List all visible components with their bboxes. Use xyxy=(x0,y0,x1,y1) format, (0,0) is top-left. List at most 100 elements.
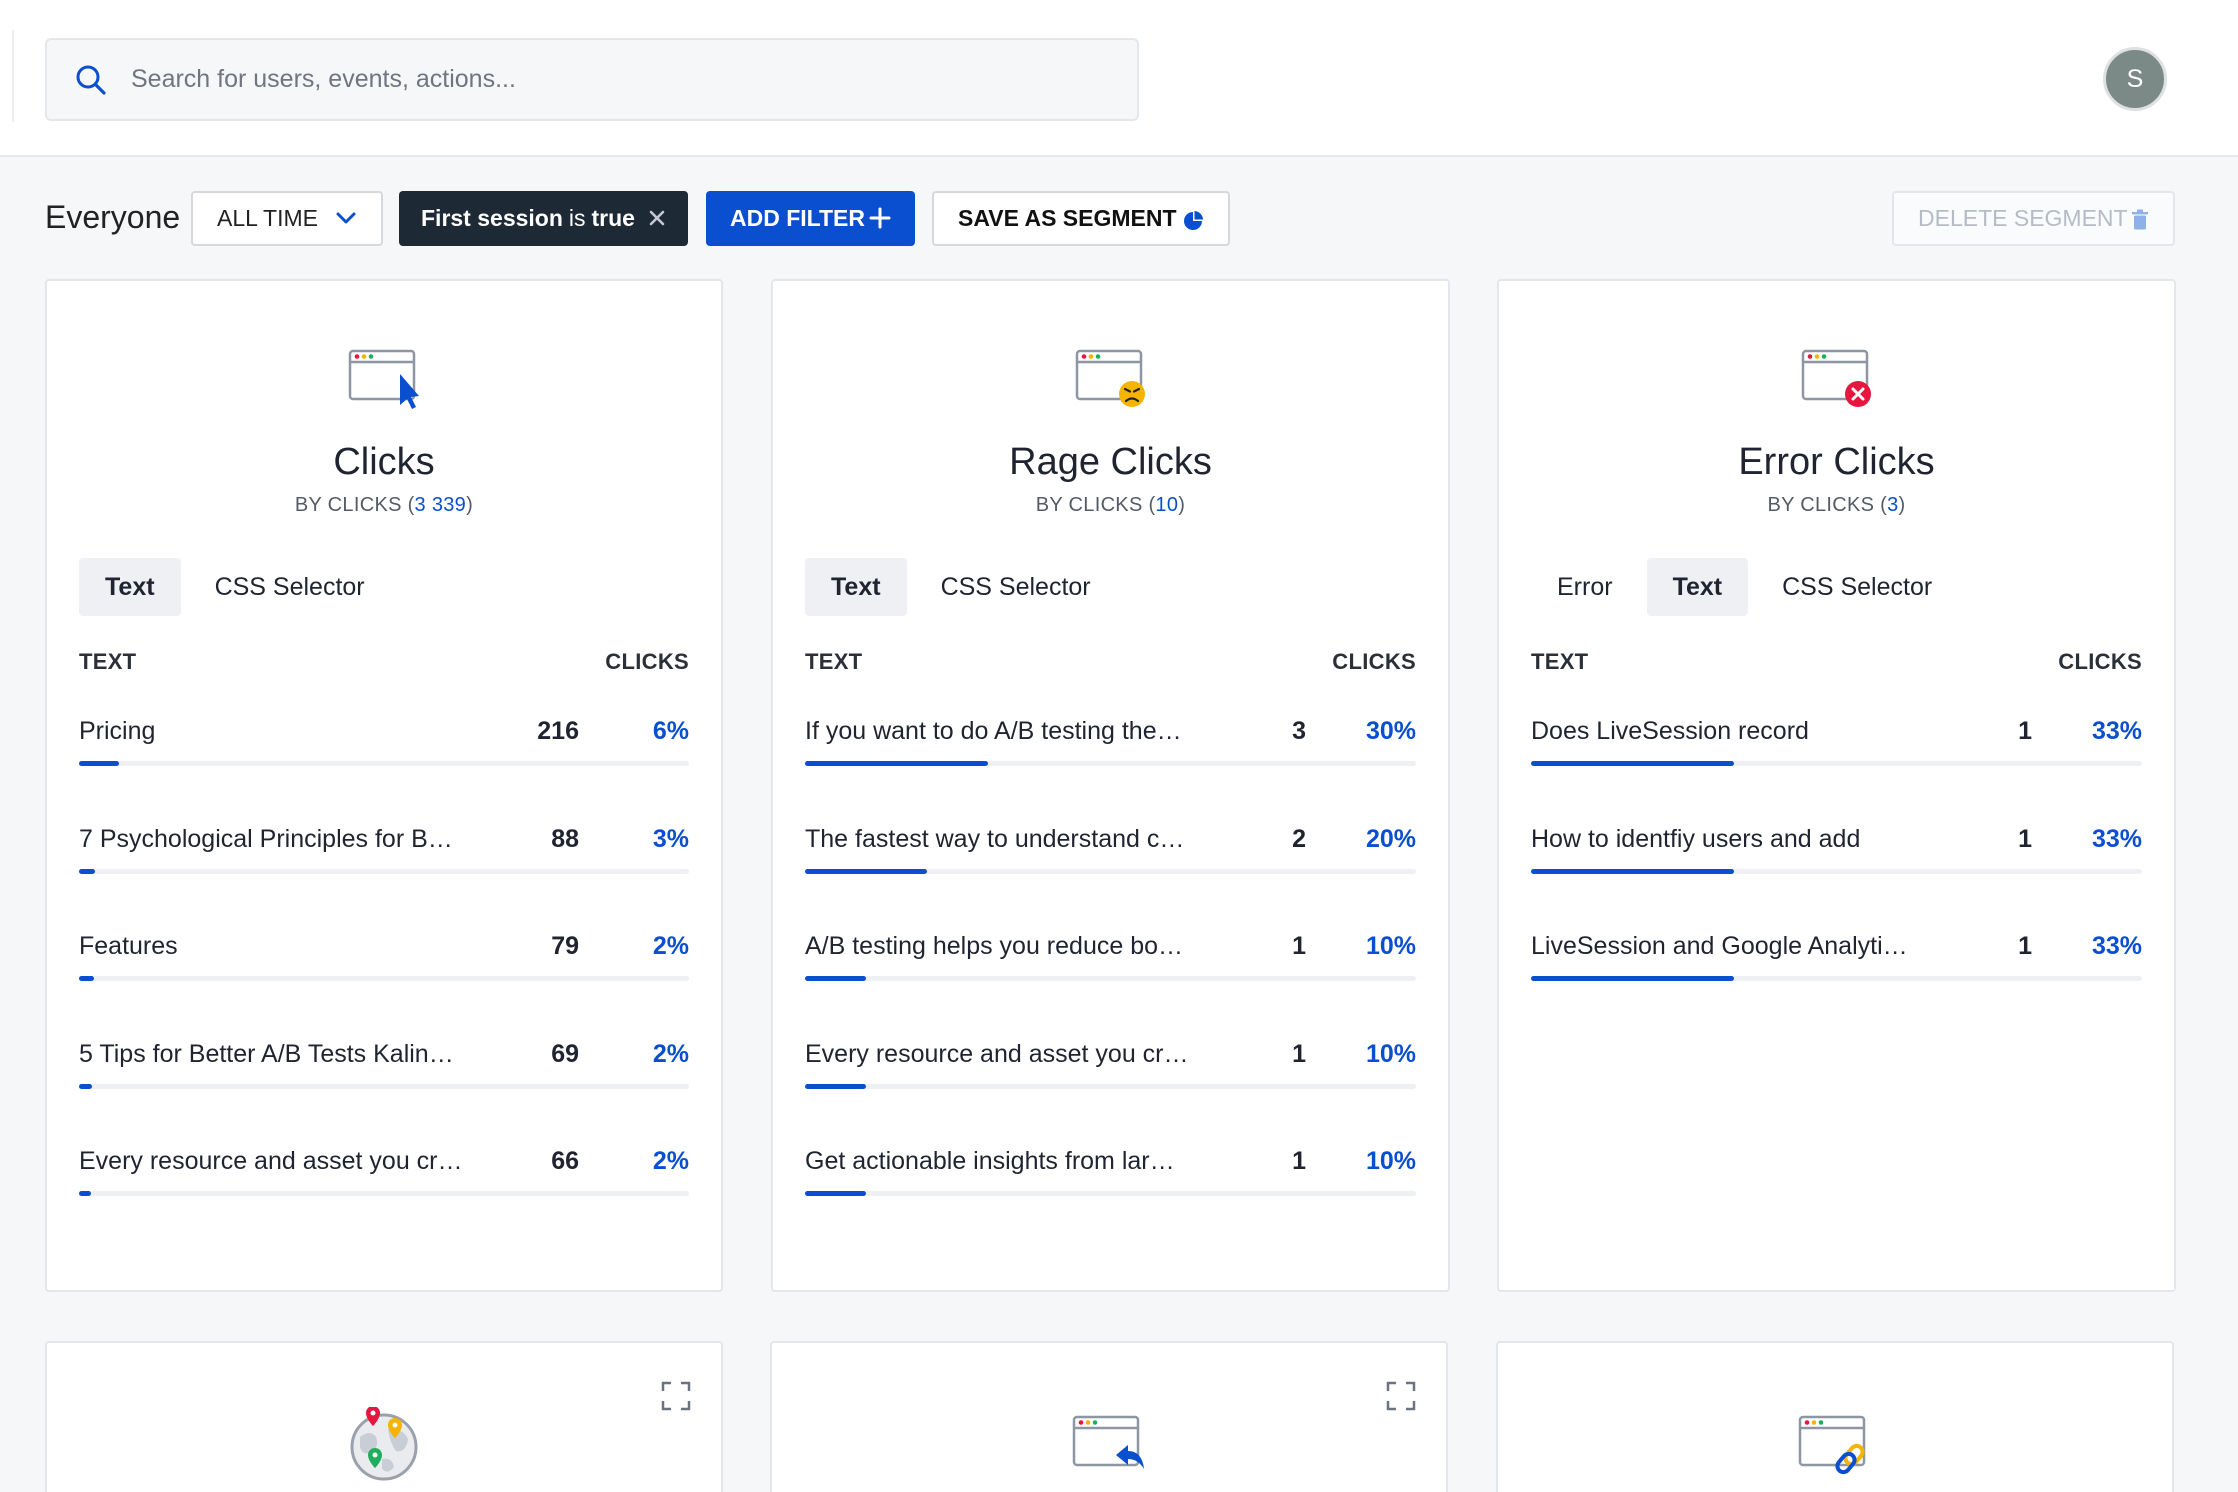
card-hero xyxy=(772,1415,1446,1475)
sidebar-edge xyxy=(12,30,14,122)
filter-chip[interactable]: First session is true xyxy=(399,191,688,246)
row-label: Get actionable insights from lar… xyxy=(805,1147,1175,1175)
tab-css-selector[interactable]: CSS Selector xyxy=(1782,572,1933,601)
row-percent: 10% xyxy=(1365,1147,1416,1175)
row-label: A/B testing helps you reduce bo… xyxy=(805,932,1184,960)
row-label: LiveSession and Google Analyti… xyxy=(1531,932,1908,960)
progress-fill xyxy=(79,976,94,981)
table-row[interactable]: 7 Psychological Principles for B… 88 3% xyxy=(79,825,689,933)
row-label: Pricing xyxy=(79,717,156,745)
table-row[interactable]: Pricing 216 6% xyxy=(79,717,689,825)
progress-track xyxy=(805,1083,1416,1089)
table-row[interactable]: LiveSession and Google Analyti… 1 33% xyxy=(1531,932,2142,1040)
expand-icon[interactable] xyxy=(1386,1381,1416,1411)
expand-icon[interactable] xyxy=(661,1381,691,1411)
avatar[interactable]: S xyxy=(2103,47,2167,111)
time-range-dropdown[interactable]: ALL TIME xyxy=(191,191,383,246)
row-label: Every resource and asset you cr… xyxy=(805,1039,1189,1068)
avatar-letter: S xyxy=(2126,64,2144,93)
table-row[interactable]: How to identfiy users and add 1 33% xyxy=(1531,825,2142,933)
row-label: How to identfiy users and add xyxy=(1531,824,1861,853)
column-text-header: TEXT xyxy=(1531,649,1589,674)
close-icon[interactable] xyxy=(648,209,666,227)
filter-chip-value: true xyxy=(591,205,635,231)
trash-icon xyxy=(2132,209,2148,230)
back-button-card xyxy=(770,1341,1448,1492)
row-percent: 2% xyxy=(652,1039,689,1068)
table-row[interactable]: Every resource and asset you cr… 66 2% xyxy=(79,1147,689,1255)
row-count: 1 xyxy=(1292,1147,1306,1175)
progress-track xyxy=(79,761,689,766)
row-count: 2 xyxy=(1292,824,1306,853)
card-tabs: Text CSS Selector xyxy=(805,558,1117,616)
total-clicks: 10 xyxy=(1155,494,1179,516)
tab-css-selector[interactable]: CSS Selector xyxy=(214,572,365,601)
table-row[interactable]: Does LiveSession record 1 33% xyxy=(1531,717,2142,825)
map-card xyxy=(45,1341,723,1492)
table-row[interactable]: If you want to do A/B testing the… 3 30% xyxy=(805,717,1416,825)
row-count: 69 xyxy=(551,1039,579,1068)
search-box[interactable] xyxy=(45,38,1139,121)
card-hero xyxy=(47,349,721,409)
table-row[interactable]: Every resource and asset you cr… 1 10% xyxy=(805,1040,1416,1148)
browser-back-arrow-icon xyxy=(1072,1415,1144,1469)
row-count: 66 xyxy=(551,1147,579,1175)
tab-text[interactable]: Text xyxy=(1646,558,1749,616)
progress-fill xyxy=(805,976,867,981)
column-clicks-header: CLICKS xyxy=(1332,649,1416,674)
table-row[interactable]: 5 Tips for Better A/B Tests Kalin… 69 2% xyxy=(79,1040,689,1148)
row-percent: 33% xyxy=(2091,932,2142,960)
tab-error[interactable]: Error xyxy=(1557,572,1613,601)
total-clicks: 3 xyxy=(1887,494,1899,516)
row-percent: 10% xyxy=(1365,932,1416,960)
progress-track xyxy=(1531,976,2142,981)
row-percent: 30% xyxy=(1365,717,1416,745)
row-percent: 3% xyxy=(652,824,689,853)
plus-icon xyxy=(869,207,891,229)
search-icon xyxy=(76,65,106,95)
table-rows: Pricing 216 6% 7 Psychological Principles f… xyxy=(79,717,689,1255)
browser-link-icon xyxy=(1798,1415,1866,1475)
table-row[interactable]: Get actionable insights from lar… 1 10% xyxy=(805,1147,1416,1255)
card-hero xyxy=(47,1407,721,1481)
progress-fill xyxy=(79,761,119,766)
save-segment-button[interactable]: SAVE AS SEGMENT xyxy=(932,191,1230,246)
time-range-label: ALL TIME xyxy=(217,205,318,231)
add-filter-button[interactable]: ADD FILTER xyxy=(706,191,915,246)
progress-fill xyxy=(79,1191,92,1196)
card-subtitle: BY CLICKS (3 339) xyxy=(294,494,474,516)
progress-track xyxy=(1531,868,2142,874)
delete-segment-button[interactable]: DELETE SEGMENT xyxy=(1892,191,2175,246)
filter-chip-operator: is xyxy=(568,205,586,231)
filter-bar: Everyone ALL TIME First session is true … xyxy=(45,191,2175,246)
progress-fill xyxy=(1531,868,1735,874)
progress-fill xyxy=(1531,976,1735,981)
tab-css-selector[interactable]: CSS Selector xyxy=(940,572,1091,601)
progress-track xyxy=(79,976,689,981)
progress-fill xyxy=(79,1083,92,1089)
column-clicks-header: CLICKS xyxy=(605,649,689,674)
search-input[interactable] xyxy=(131,40,1111,119)
links-card xyxy=(1496,1341,2174,1492)
table-row[interactable]: A/B testing helps you reduce bo… 1 10% xyxy=(805,932,1416,1040)
row-label: Every resource and asset you cr… xyxy=(79,1147,463,1175)
row-label: Does LiveSession record xyxy=(1531,717,1809,745)
table-row[interactable]: The fastest way to understand c… 2 20% xyxy=(805,825,1416,933)
row-percent: 20% xyxy=(1365,824,1416,853)
row-count: 88 xyxy=(551,824,579,853)
progress-track xyxy=(1531,761,2142,766)
progress-track xyxy=(805,868,1416,874)
table-rows: If you want to do A/B testing the… 3 30% Th… xyxy=(805,717,1416,1255)
row-count: 3 xyxy=(1292,717,1306,745)
row-label: 5 Tips for Better A/B Tests Kalin… xyxy=(79,1039,454,1068)
row-label: The fastest way to understand c… xyxy=(805,824,1185,853)
card-hero xyxy=(773,349,1448,409)
column-text-header: TEXT xyxy=(805,649,863,674)
tab-text[interactable]: Text xyxy=(805,558,907,616)
table-row[interactable]: Features 79 2% xyxy=(79,932,689,1040)
globe-map-pins-icon xyxy=(350,1407,418,1481)
progress-track xyxy=(79,868,689,874)
tab-text[interactable]: Text xyxy=(79,558,181,616)
progress-track xyxy=(79,1191,689,1196)
card-hero xyxy=(1499,349,2174,409)
